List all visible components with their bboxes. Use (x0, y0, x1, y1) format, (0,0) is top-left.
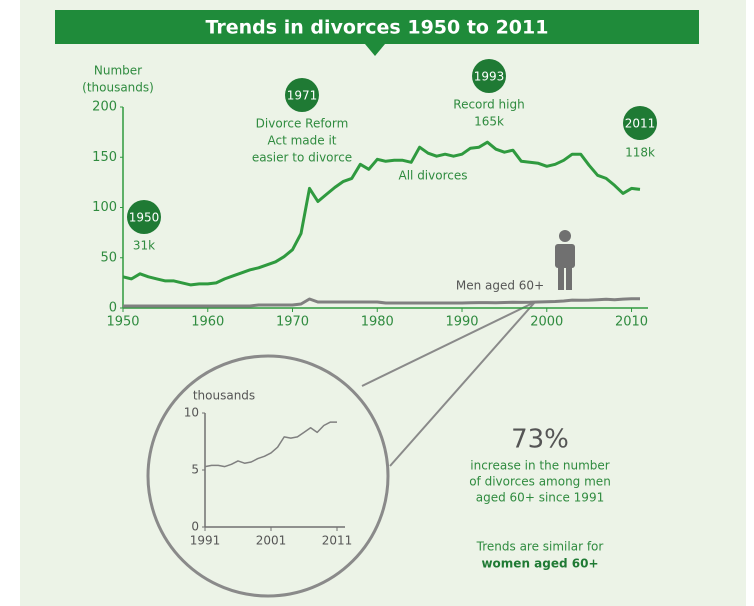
annotation-text: Divorce Reform (256, 117, 349, 131)
x-tick-label: 1990 (445, 315, 478, 330)
inset-y-label: thousands (193, 389, 255, 403)
y-tick-label: 5 (191, 463, 199, 477)
banner-pointer (365, 44, 385, 56)
person-icon (555, 230, 575, 290)
y-tick-label: 200 (92, 100, 117, 115)
year-badge (127, 200, 161, 234)
x-tick-label: 2011 (322, 534, 353, 548)
inset-circle (146, 354, 390, 598)
y-axis-label: Number (94, 64, 142, 78)
annotation-text: easier to divorce (252, 151, 352, 165)
year-badge (472, 59, 506, 93)
annotation-text: 165k (474, 115, 504, 129)
x-tick-label: 1970 (276, 315, 309, 330)
annotation-text: 118k (625, 146, 655, 160)
annotation-text: Act made it (267, 134, 336, 148)
year-badge (285, 78, 319, 112)
note-text: Trends are similar for (476, 540, 604, 554)
series-label: All divorces (399, 169, 468, 183)
y-axis-label: (thousands) (82, 81, 154, 95)
note-emphasis: women aged 60+ (481, 557, 598, 571)
x-tick-label: 1960 (191, 315, 224, 330)
y-tick-label: 100 (92, 200, 117, 215)
x-tick-label: 2001 (256, 534, 287, 548)
y-tick-label: 10 (184, 406, 199, 420)
series-label: Men aged 60+ (456, 279, 544, 293)
stat-text: aged 60+ since 1991 (476, 491, 604, 505)
chart-title: Trends in divorces 1950 to 2011 (206, 17, 549, 39)
y-tick-label: 0 (109, 301, 117, 316)
zoom-line (389, 301, 536, 467)
stat-text: of divorces among men (469, 475, 611, 489)
x-tick-label: 1980 (361, 315, 394, 330)
stat-headline: 73% (511, 425, 569, 455)
annotation-text: Record high (453, 98, 524, 112)
data-line (204, 421, 337, 468)
badge-label: 2011 (625, 117, 656, 131)
stat-text: increase in the number (470, 459, 610, 473)
year-badge (623, 106, 657, 140)
y-tick-label: 150 (92, 150, 117, 165)
badge-label: 1971 (287, 89, 318, 103)
x-tick-label: 1991 (190, 534, 221, 548)
data-line (122, 140, 641, 287)
x-tick-label: 2000 (530, 315, 563, 330)
x-tick-label: 1950 (106, 315, 139, 330)
title-banner (55, 10, 699, 44)
badge-label: 1993 (474, 70, 505, 84)
badge-label: 1950 (129, 211, 160, 225)
y-tick-label: 50 (100, 250, 117, 265)
zoom-line (361, 301, 536, 387)
annotation-text: 31k (133, 239, 155, 253)
y-tick-label: 0 (191, 520, 199, 534)
data-line (123, 297, 640, 308)
x-tick-label: 2010 (615, 315, 648, 330)
